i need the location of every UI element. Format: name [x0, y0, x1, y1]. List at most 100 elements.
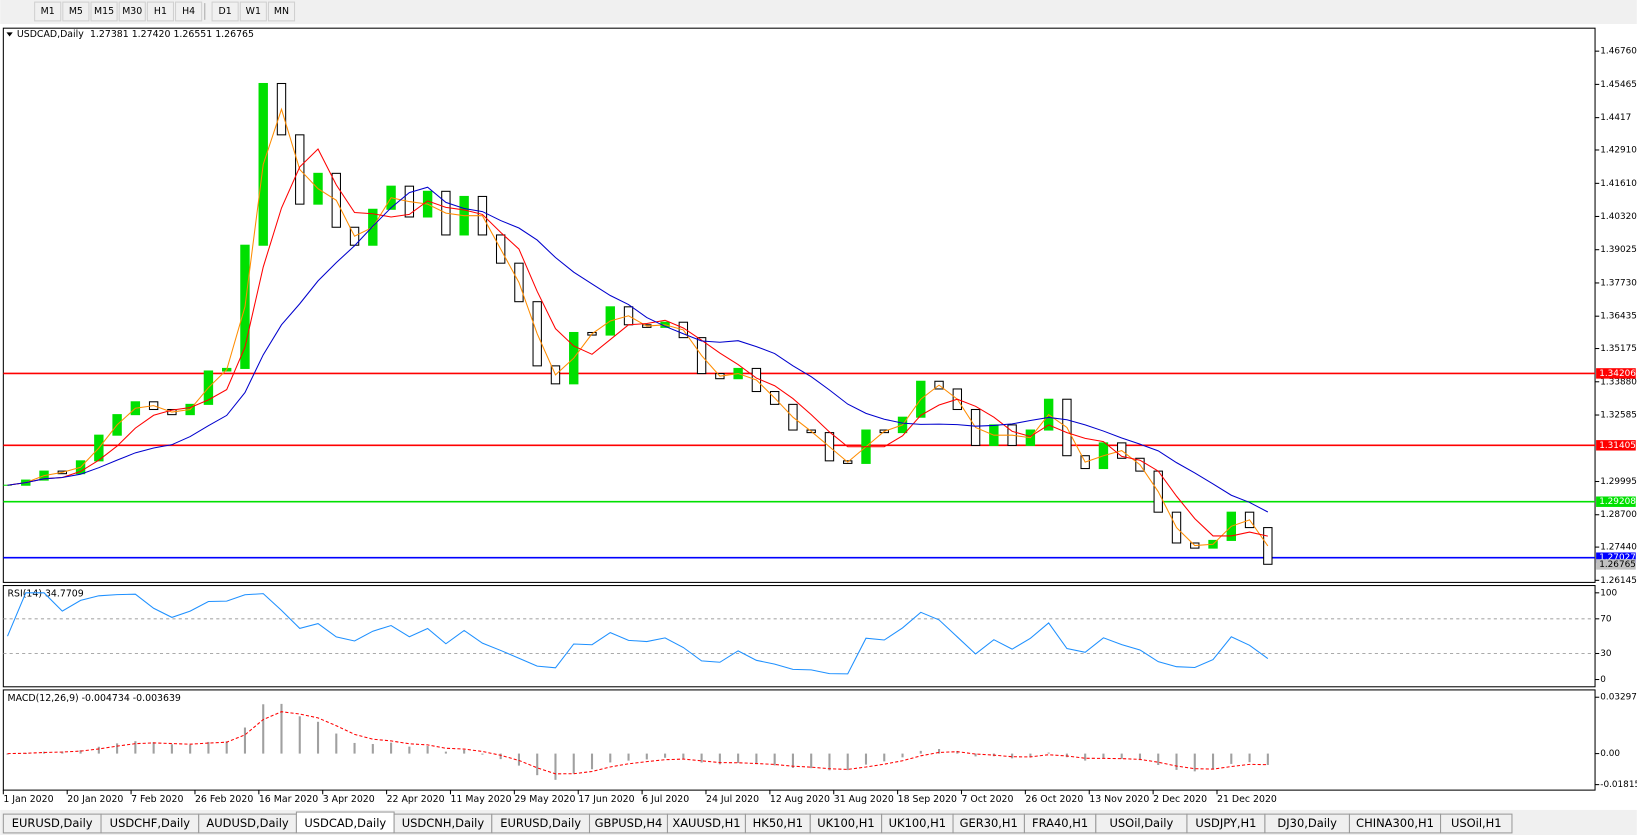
timeframe-button[interactable]	[239, 1, 267, 22]
current-price-box	[1596, 559, 1636, 570]
macd-bar	[152, 742, 155, 754]
level-label-box	[1596, 552, 1636, 563]
tab-label: UK100,H1	[817, 816, 874, 830]
x-tick-label: 21 Dec 2020	[1217, 794, 1277, 805]
level-label: 1.27027	[1599, 553, 1636, 563]
macd-bar	[353, 742, 356, 754]
tab-label: EURUSD,Daily	[12, 816, 93, 830]
macd-bar	[810, 753, 813, 769]
current-price-label: 1.26765	[1599, 560, 1636, 570]
timeframe-button[interactable]	[267, 1, 296, 22]
macd-bar	[225, 741, 228, 754]
tab-label: AUDUSD,Daily	[206, 816, 288, 830]
y-tick-label: 1.42910	[1600, 145, 1637, 155]
y-tick-label: 1.33880	[1600, 377, 1637, 387]
macd-bar	[938, 749, 941, 754]
level-label-box	[1596, 368, 1636, 379]
macd-bar	[536, 753, 539, 776]
macd-bar	[1175, 753, 1178, 770]
timeframe-button[interactable]	[62, 1, 90, 22]
y-tick-label: 1.40320	[1600, 212, 1637, 222]
quote: 1.27381 1.27420 1.26551 1.26765	[90, 29, 254, 40]
y-tick-label: 0	[1600, 675, 1606, 685]
tab-label: CHINA300,H1	[1356, 816, 1434, 830]
x-tick-label: 31 Aug 2020	[834, 794, 894, 805]
macd-bar	[335, 733, 338, 754]
x-tick-label: 1 Jan 2020	[3, 794, 53, 805]
chart-title: USDCAD,Daily	[17, 29, 84, 40]
timeframe-label: MN	[274, 6, 289, 17]
price-panel	[2, 27, 1596, 583]
tab-label: USDCNH,Daily	[402, 816, 485, 830]
x-tick-label: 22 Apr 2020	[387, 794, 445, 805]
macd-bar	[426, 746, 429, 754]
y-tick-label: 1.36435	[1600, 312, 1637, 322]
timeframe-button[interactable]	[118, 1, 146, 22]
tab[interactable]	[1440, 813, 1513, 834]
y-tick-label: 1.28700	[1600, 510, 1637, 520]
y-tick-label: 70	[1600, 614, 1612, 624]
timeframe-button[interactable]	[34, 1, 62, 22]
macd-bar	[828, 753, 831, 771]
timeframe-label: M1	[41, 6, 55, 17]
macd-bar	[974, 753, 977, 757]
y-tick-label: 1.26145	[1600, 576, 1637, 586]
timeframe-button[interactable]	[175, 1, 203, 22]
timeframe-label: H1	[154, 6, 167, 17]
level-label: 1.31405	[1599, 441, 1636, 451]
macd-bar	[791, 753, 794, 768]
macd-bar	[262, 704, 265, 754]
macd-bar	[1029, 753, 1032, 758]
x-tick-label: 26 Oct 2020	[1025, 794, 1083, 805]
moving-average	[7, 148, 1268, 537]
macd-bar	[61, 751, 64, 754]
macd-bar	[444, 751, 447, 754]
level-label-box	[1596, 440, 1636, 451]
macd-bar	[554, 753, 557, 780]
x-tick-label: 7 Oct 2020	[961, 794, 1013, 805]
x-tick-label: 29 May 2020	[514, 794, 575, 805]
macd-bar	[627, 753, 630, 761]
tab-label: HK50,H1	[753, 816, 803, 830]
candle	[1263, 527, 1273, 565]
macd-signal	[7, 711, 1268, 775]
tab-label: USDCAD,Daily	[304, 816, 386, 830]
tab-label: USOil,H1	[1451, 816, 1502, 830]
y-tick-label: 0.032972	[1600, 693, 1637, 703]
y-tick-label: 1.37730	[1600, 278, 1637, 288]
timeframe-button[interactable]	[211, 1, 239, 22]
tab-label: GBPUSD,H4	[595, 816, 663, 830]
macd-bar	[280, 703, 283, 754]
macd-bar	[390, 742, 393, 754]
macd-bar	[1047, 752, 1050, 754]
x-tick-label: 6 Jul 2020	[642, 794, 689, 805]
macd-bar	[79, 750, 82, 754]
macd-bar	[316, 721, 320, 754]
y-tick-label: 1.4417	[1600, 113, 1631, 123]
macd-bar	[170, 744, 173, 754]
timeframe-label: M30	[122, 6, 142, 17]
macd-bar	[590, 753, 594, 770]
y-tick-label: 100	[1600, 588, 1617, 598]
macd-bar	[463, 749, 466, 754]
macd-bar	[883, 753, 886, 762]
macd-bar	[97, 746, 100, 754]
timeframe-label: W1	[246, 6, 261, 17]
timeframe-button[interactable]	[146, 1, 174, 22]
tab-label: FRA40,H1	[1032, 816, 1088, 830]
x-tick-label: 18 Sep 2020	[898, 794, 957, 805]
tab-label: USOil,Daily	[1110, 816, 1174, 830]
y-tick-label: 1.32585	[1600, 411, 1637, 421]
y-tick-label: 1.41610	[1600, 179, 1637, 189]
macd-bar	[481, 753, 484, 755]
x-tick-label: 2 Dec 2020	[1153, 794, 1207, 805]
macd-bar	[1138, 753, 1142, 761]
timeframe-button[interactable]	[90, 1, 118, 22]
macd-bar	[1193, 753, 1196, 772]
macd-bar	[864, 753, 868, 765]
tab-label: EURUSD,Daily	[500, 816, 581, 830]
macd-bar	[755, 753, 758, 765]
macd-bar	[1065, 753, 1068, 758]
macd-panel	[2, 689, 1596, 791]
